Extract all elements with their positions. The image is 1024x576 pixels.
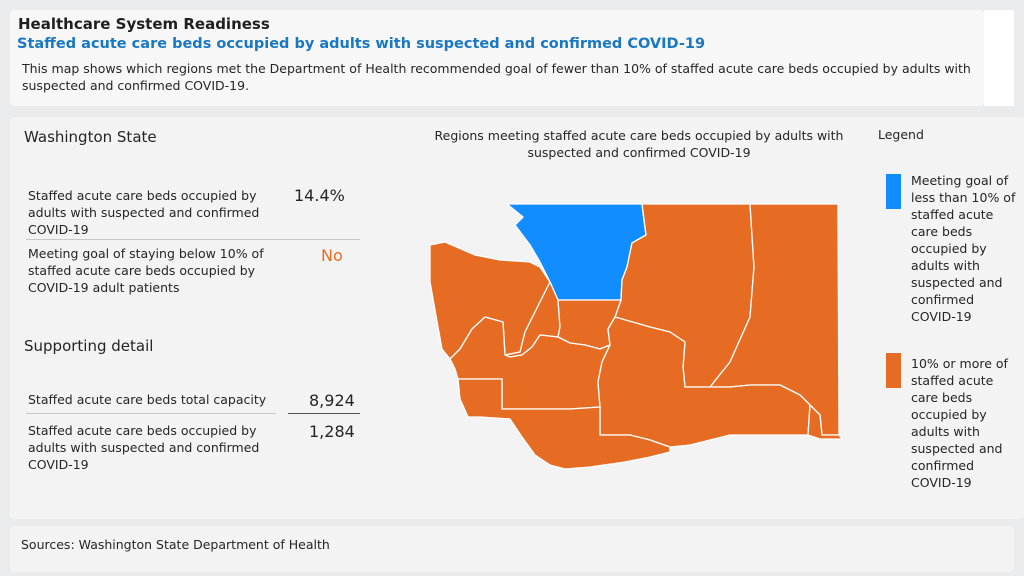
metric-meeting-goal-value: No — [321, 246, 343, 265]
washington-region-map — [429, 203, 843, 470]
state-panel-title: Washington State — [24, 128, 157, 146]
header-side-panel — [984, 10, 1014, 106]
sources-text: Sources: Washington State Department of … — [21, 537, 330, 552]
page-description: This map shows which regions met the Dep… — [22, 61, 971, 93]
main-card: Washington State Staffed acute care beds… — [10, 117, 1024, 519]
legend-swatch-not-meeting — [886, 353, 901, 388]
footer-card: Sources: Washington State Department of … — [10, 526, 1014, 572]
divider — [26, 239, 360, 240]
divider — [26, 413, 276, 414]
legend-swatch-meeting — [886, 174, 901, 209]
map-title: Regions meeting staffed acute care beds … — [434, 128, 844, 160]
map-region-south-central[interactable] — [597, 316, 811, 448]
capacity-label: Staffed acute care beds total capacity — [28, 392, 267, 407]
legend-title: Legend — [878, 127, 924, 142]
supporting-detail-title: Supporting detail — [24, 337, 154, 355]
legend-label-meeting: Meeting goal of less than 10% of staffed… — [911, 173, 1016, 324]
metric-occupied-percent-value: 14.4% — [294, 186, 345, 205]
page-title: Healthcare System Readiness — [18, 15, 270, 33]
map-region-southeast[interactable] — [807, 404, 843, 440]
divider — [288, 413, 360, 414]
metric-meeting-goal-label: Meeting goal of staying below 10% of sta… — [28, 246, 264, 295]
occupied-count-label: Staffed acute care beds occupied by adul… — [28, 423, 260, 472]
metric-occupied-percent-label: Staffed acute care beds occupied by adul… — [28, 188, 260, 237]
legend-label-not-meeting: 10% or more of staffed acute care beds o… — [911, 356, 1008, 490]
map-region-central[interactable] — [457, 378, 671, 470]
capacity-value: 8,924 — [309, 391, 355, 410]
header-card: Healthcare System Readiness Staffed acut… — [10, 10, 984, 106]
occupied-count-value: 1,284 — [309, 422, 355, 441]
page-subtitle: Staffed acute care beds occupied by adul… — [17, 36, 706, 52]
